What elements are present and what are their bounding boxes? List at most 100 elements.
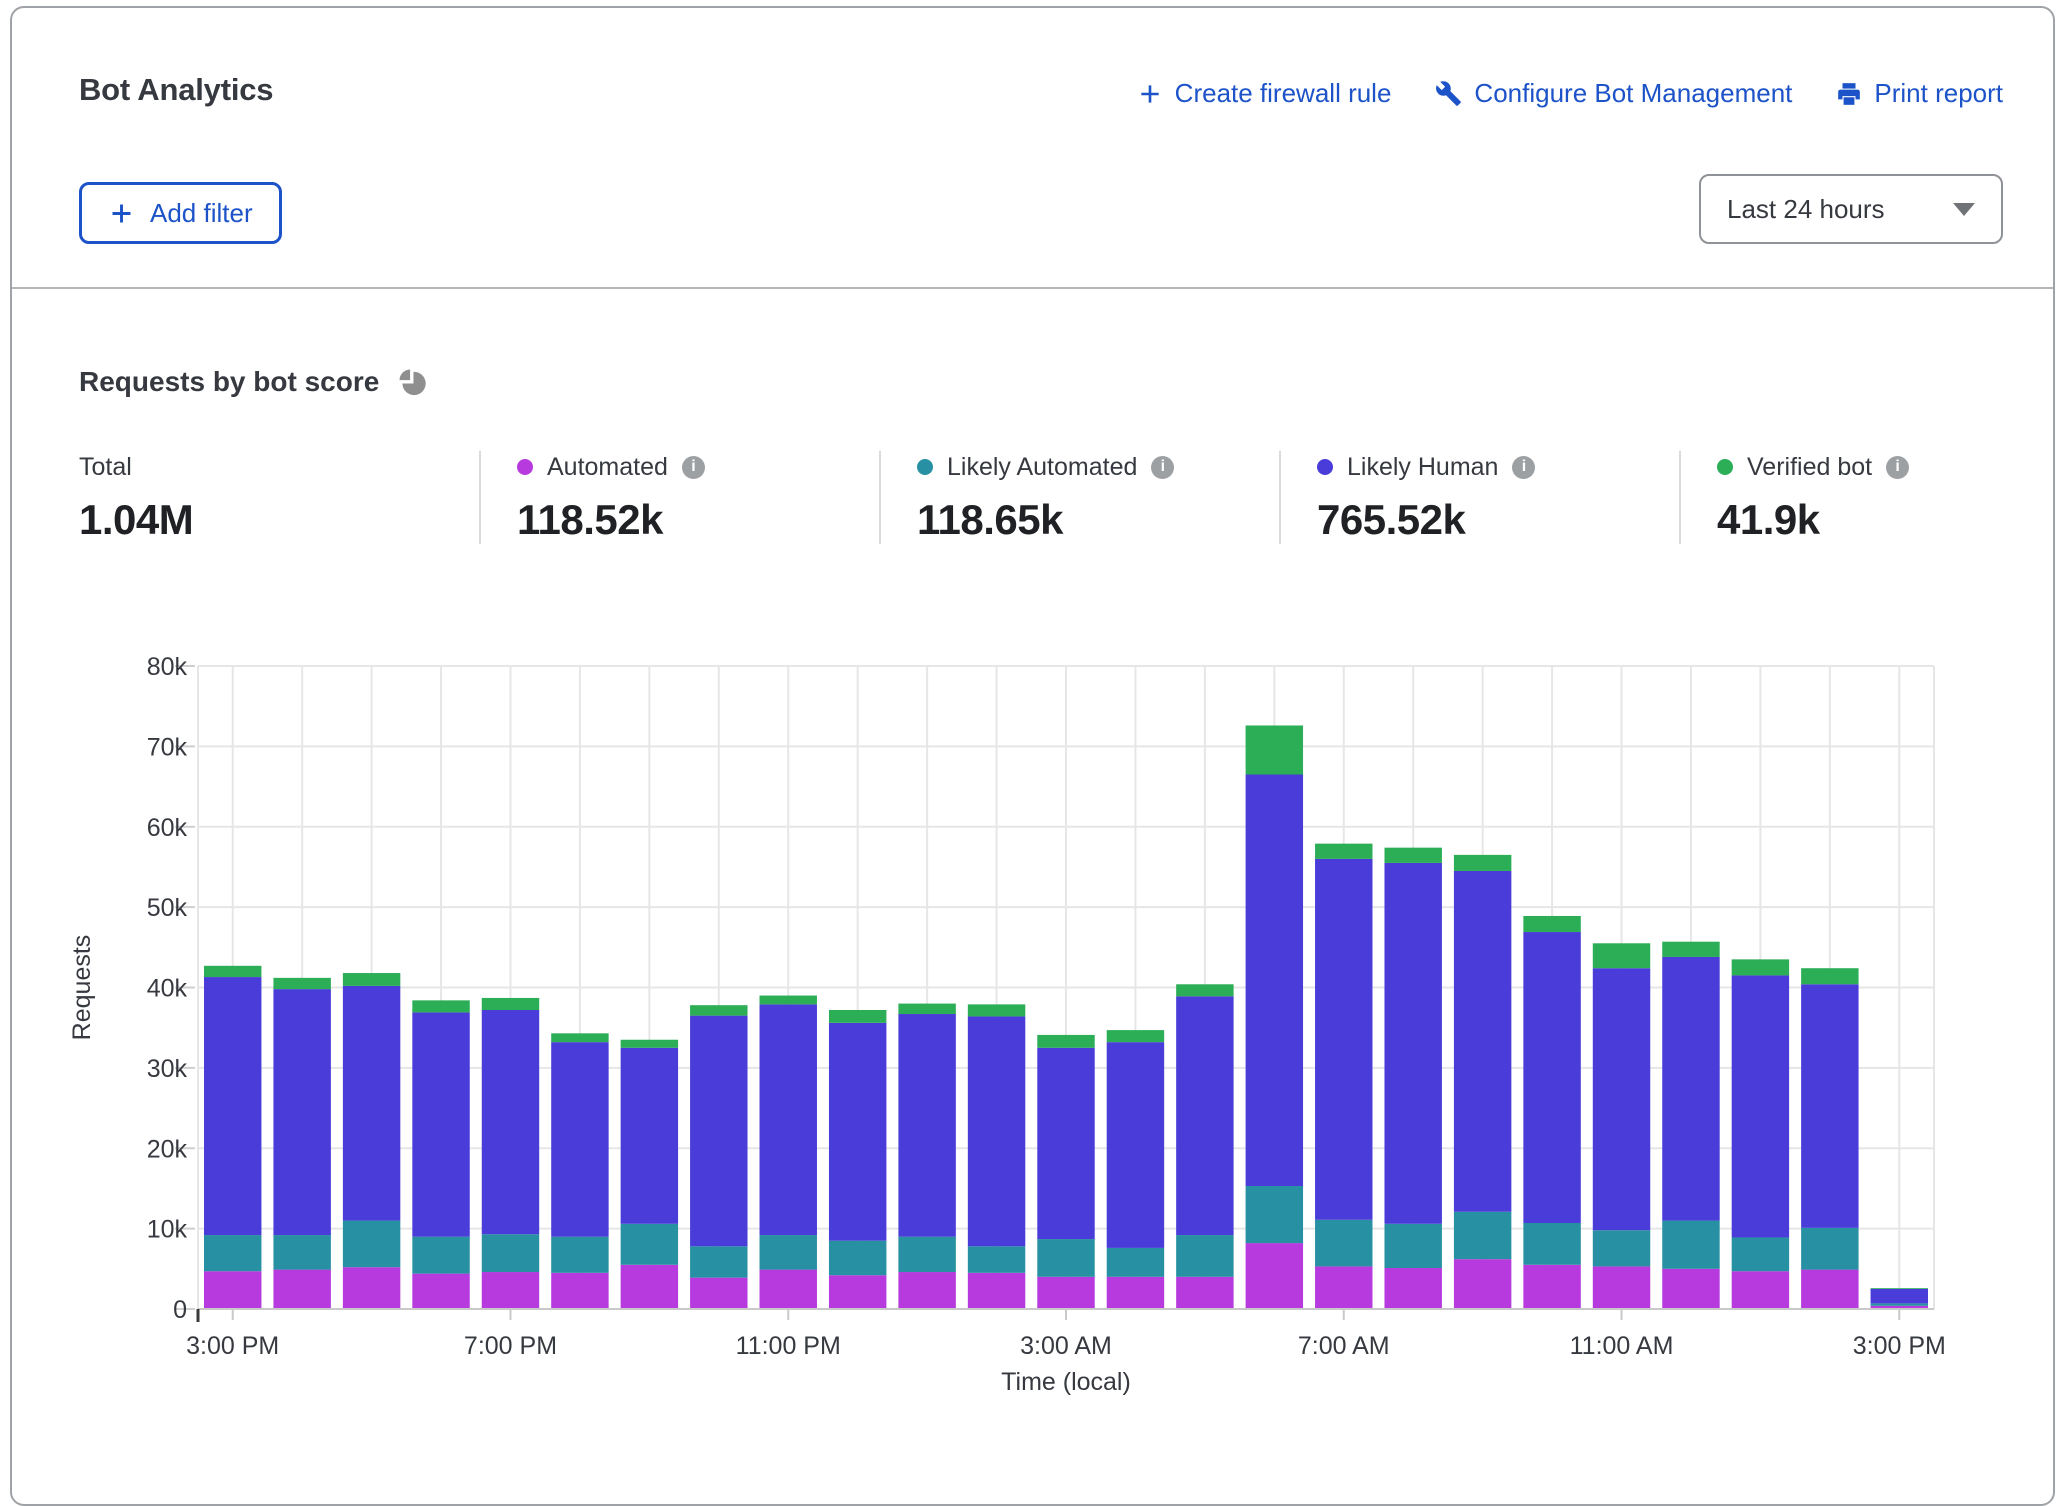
bar-segment[interactable] [690,1015,748,1247]
bar-segment[interactable] [1523,932,1581,1223]
bar-segment[interactable] [204,965,262,978]
bar-segment[interactable] [1523,915,1581,933]
bar-segment[interactable] [1384,1268,1442,1309]
bar-segment[interactable] [551,1042,609,1237]
bar-segment[interactable] [551,1236,609,1273]
bar-segment[interactable] [967,1016,1026,1247]
bar-segment[interactable] [1176,1276,1234,1309]
configure-bot-management-link[interactable]: Configure Bot Management [1435,78,1792,109]
bar-segment[interactable] [481,997,540,1011]
bar-segment[interactable] [759,1004,817,1236]
bar-segment[interactable] [412,1000,470,1013]
bar-segment[interactable] [273,1269,331,1309]
bar-segment[interactable] [1245,1243,1304,1309]
bar-segment[interactable] [1106,1247,1165,1277]
bar-segment[interactable] [1384,1223,1442,1269]
bar-segment[interactable] [1037,1034,1095,1048]
bar-segment[interactable] [828,1240,887,1276]
bar-segment[interactable] [342,1220,401,1268]
bar-segment[interactable] [759,995,817,1005]
bar-segment[interactable] [1315,1266,1373,1309]
bar-segment[interactable] [1106,1276,1165,1309]
bar-segment[interactable] [204,977,262,1236]
bar-segment[interactable] [273,977,331,990]
bar-segment[interactable] [898,1003,956,1015]
bar-segment[interactable] [1523,1222,1581,1265]
bar-segment[interactable] [342,1267,401,1309]
bar-segment[interactable] [1731,1237,1790,1272]
bar-segment[interactable] [1037,1047,1095,1240]
bar-segment[interactable] [620,1264,679,1309]
bar-segment[interactable] [551,1033,609,1043]
info-icon[interactable]: i [1512,455,1536,479]
bar-segment[interactable] [412,1012,470,1237]
bar-segment[interactable] [828,1010,887,1023]
bar-segment[interactable] [551,1272,609,1309]
bar-segment[interactable] [1801,1269,1859,1309]
bar-segment[interactable] [898,1014,956,1237]
bar-segment[interactable] [204,1235,262,1272]
create-firewall-rule-link[interactable]: Create firewall rule [1137,78,1391,109]
bar-segment[interactable] [1662,1220,1720,1269]
bar-segment[interactable] [1384,862,1442,1224]
bar-segment[interactable] [1801,984,1859,1228]
print-report-link[interactable]: Print report [1836,78,2003,109]
bar-segment[interactable] [967,1272,1026,1309]
bar-segment[interactable] [1592,1230,1651,1267]
bar-segment[interactable] [1731,1271,1790,1309]
bar-segment[interactable] [1245,774,1304,1187]
bar-segment[interactable] [273,1235,331,1270]
bar-segment[interactable] [1453,1211,1512,1260]
bar-segment[interactable] [1453,870,1512,1212]
bar-segment[interactable] [1106,1042,1165,1248]
bar-segment[interactable] [1037,1239,1095,1277]
bar-segment[interactable] [1106,1030,1165,1043]
bar-segment[interactable] [967,1004,1026,1017]
bar-segment[interactable] [1592,943,1651,969]
add-filter-button[interactable]: Add filter [79,182,282,244]
bar-segment[interactable] [1870,1288,1928,1304]
bar-segment[interactable] [759,1235,817,1270]
bar-segment[interactable] [1662,1268,1720,1309]
bar-segment[interactable] [759,1269,817,1309]
bar-segment[interactable] [1176,984,1234,997]
bar-segment[interactable] [1315,843,1373,859]
bar-segment[interactable] [1453,854,1512,871]
bar-segment[interactable] [898,1236,956,1273]
bar-segment[interactable] [342,985,401,1221]
bar-segment[interactable] [1801,968,1859,985]
bar-segment[interactable] [1245,725,1304,775]
bar-segment[interactable] [1245,1186,1304,1244]
bar-segment[interactable] [1662,956,1720,1221]
bar-segment[interactable] [1662,941,1720,957]
bar-segment[interactable] [1731,959,1790,976]
bar-segment[interactable] [1315,1219,1373,1267]
info-icon[interactable]: i [1886,455,1910,479]
bar-segment[interactable] [1592,968,1651,1231]
bar-segment[interactable] [1592,1266,1651,1309]
bar-segment[interactable] [1870,1305,1928,1309]
bar-segment[interactable] [690,1005,748,1016]
time-range-select[interactable]: Last 24 hours [1699,174,2003,244]
bar-segment[interactable] [1731,975,1790,1238]
bar-segment[interactable] [412,1273,470,1309]
bar-segment[interactable] [1176,1235,1234,1277]
bar-segment[interactable] [898,1272,956,1309]
bar-segment[interactable] [1384,847,1442,863]
bar-segment[interactable] [273,989,331,1236]
info-icon[interactable]: i [681,455,705,479]
bar-segment[interactable] [204,1271,262,1309]
bar-segment[interactable] [620,1047,679,1224]
bar-segment[interactable] [481,1234,540,1273]
bar-segment[interactable] [690,1246,748,1278]
bar-segment[interactable] [828,1275,887,1309]
bar-segment[interactable] [1870,1288,1928,1289]
bar-segment[interactable] [1870,1303,1928,1306]
bar-segment[interactable] [620,1039,679,1048]
bar-segment[interactable] [1176,996,1234,1236]
requests-by-bot-score-chart[interactable]: 0 10k 20k 30k 40k 50k 60k 70k 80k 3:00 PM 7:00 PM 1… [2,602,2070,1402]
bar-segment[interactable] [1523,1264,1581,1309]
bar-segment[interactable] [1453,1259,1512,1309]
bar-segment[interactable] [967,1246,1026,1273]
bar-segment[interactable] [620,1223,679,1265]
